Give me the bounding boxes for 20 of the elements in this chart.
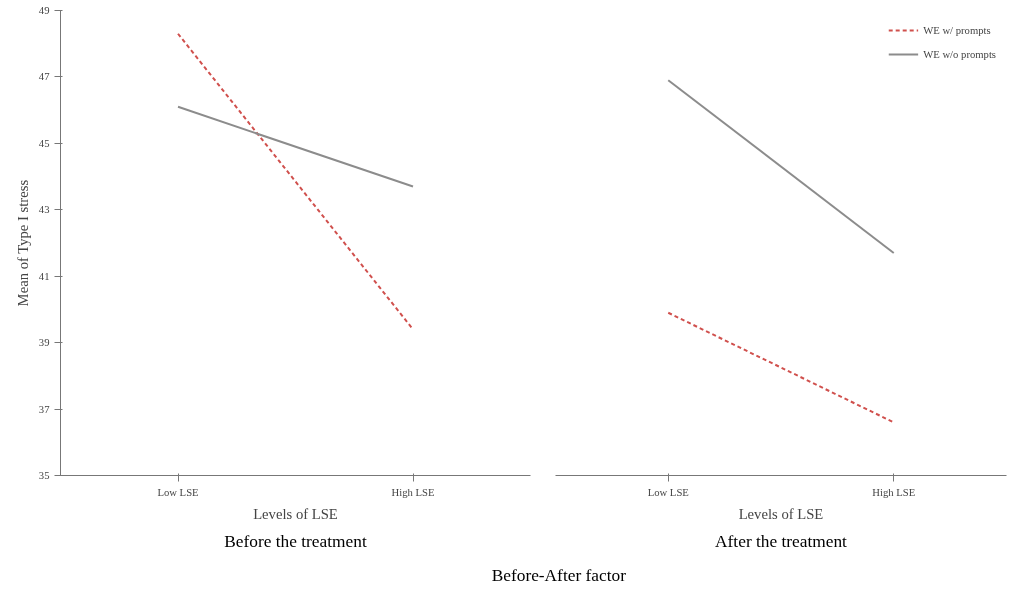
- text: After the treatment: [715, 531, 848, 551]
- y-tick-label: 49: [38, 5, 50, 16]
- y-tick-label: 39: [38, 337, 50, 349]
- y-tick-label: 37: [38, 403, 51, 415]
- x-tick-label: High LSE: [872, 486, 916, 498]
- legend-label: WE w/o prompts: [923, 48, 996, 60]
- x-tick-label: High LSE: [391, 486, 435, 498]
- x-tick-label: Low LSE: [157, 486, 199, 498]
- x-tick-label: Low LSE: [647, 486, 689, 498]
- y-axis-title: Mean of Type I stress: [14, 179, 31, 307]
- y-tick-label: 35: [38, 470, 50, 481]
- y-tick-label: 41: [38, 270, 50, 282]
- legend-label: WE w/ prompts: [923, 24, 991, 36]
- text: Before-After factor: [491, 566, 627, 585]
- y-tick-label: 47: [38, 71, 51, 83]
- y-tick-label: 45: [38, 137, 50, 149]
- x-axis-title: Levels of LSE: [738, 505, 824, 522]
- text: Before the treatment: [224, 531, 367, 551]
- x-axis-title: Levels of LSE: [253, 505, 338, 522]
- y-tick-label: 43: [38, 204, 50, 216]
